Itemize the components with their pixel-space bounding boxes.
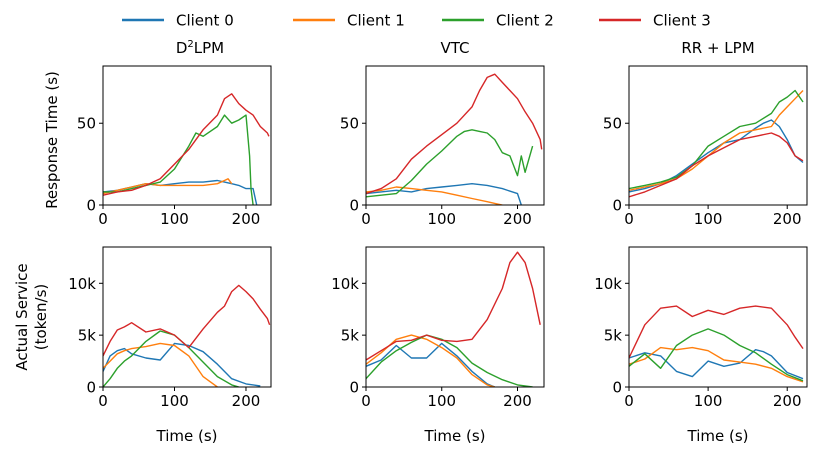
- legend-label: Client 0: [176, 12, 234, 30]
- series-line-client-3: [629, 132, 804, 198]
- x-tick-label: 200: [232, 392, 261, 410]
- y-tick-label: 0: [86, 197, 96, 215]
- series-line-client-2: [103, 330, 239, 387]
- y-tick-label: 5k: [341, 327, 360, 345]
- x-tick-label: 200: [503, 210, 532, 228]
- y-tick-label: 10k: [594, 275, 622, 293]
- x-tick-label: 0: [361, 210, 371, 228]
- y-tick-label: 0: [612, 197, 622, 215]
- x-tick-label: 0: [98, 210, 108, 228]
- axes-frame: [365, 246, 545, 388]
- series-line-client-1: [103, 342, 218, 387]
- series-line-client-0: [629, 349, 804, 380]
- series-line-client-2: [366, 129, 534, 198]
- x-tick-label: 200: [232, 210, 261, 228]
- series-line-client-0: [103, 342, 261, 387]
- y-tick-label: 5k: [78, 327, 97, 345]
- y-tick-label: 50: [77, 115, 96, 133]
- legend-label: Client 3: [653, 12, 711, 30]
- axes-frame: [102, 65, 272, 206]
- x-tick-label: 100: [160, 210, 189, 228]
- series-line-client-0: [366, 342, 496, 387]
- panel-D2LPM-service: 0 100 200 0 5k 10k Time (s): [68, 246, 272, 445]
- panel-VTC-service: 0 100 200 0 5k 10k Time (s): [331, 246, 545, 445]
- series-line-client-1: [629, 90, 804, 191]
- x-tick-label: 100: [694, 392, 723, 410]
- y-tick-label: 0: [349, 197, 359, 215]
- legend-item-2: Client 2: [442, 12, 554, 30]
- series-line-client-3: [103, 284, 271, 357]
- series-group: [629, 305, 804, 383]
- x-axis-label: Time (s): [687, 427, 749, 445]
- y-tick-label: 5k: [604, 327, 623, 345]
- series-line-client-0: [366, 182, 522, 205]
- series-group: [366, 251, 541, 387]
- x-tick-label: 0: [361, 392, 371, 410]
- y-tick-label: 0: [349, 379, 359, 397]
- series-line-client-3: [366, 251, 541, 361]
- series-line-client-0: [103, 179, 258, 205]
- series-group: [629, 89, 804, 198]
- series-line-client-1: [103, 178, 233, 195]
- series-line-client-1: [629, 346, 804, 383]
- series-line-client-3: [103, 93, 270, 196]
- x-axis-label: Time (s): [156, 427, 218, 445]
- axes-frame: [628, 65, 808, 206]
- series-line-client-2: [629, 89, 804, 190]
- y-tick-label: 0: [612, 379, 622, 397]
- legend-item-1: Client 1: [293, 12, 405, 30]
- series-line-client-1: [366, 334, 495, 387]
- legend: Client 0 Client 1 Client 2 Client 3: [122, 12, 711, 30]
- x-tick-label: 200: [773, 392, 802, 410]
- x-tick-label: 200: [773, 210, 802, 228]
- panel-title: RR + LPM: [681, 39, 754, 57]
- panel-RRLPM-service: 0 100 200 0 5k 10k Time (s): [594, 246, 808, 445]
- y-tick-label: 10k: [68, 275, 96, 293]
- panel-D2LPM-response: 0 100 200 0 50 D2LPM: [77, 39, 272, 228]
- y-tick-label: 10k: [331, 275, 359, 293]
- y-tick-label: 0: [86, 379, 96, 397]
- x-tick-label: 100: [427, 210, 456, 228]
- x-tick-label: 0: [98, 392, 108, 410]
- row-label-response-time: Response Time (s): [43, 71, 61, 209]
- y-tick-label: 50: [340, 115, 359, 133]
- panel-title: D2LPM: [176, 39, 224, 57]
- x-tick-label: 100: [694, 210, 723, 228]
- legend-item-3: Client 3: [599, 12, 711, 30]
- panel-title: VTC: [440, 39, 469, 57]
- x-tick-label: 200: [503, 392, 532, 410]
- x-tick-label: 0: [624, 392, 634, 410]
- x-tick-label: 100: [427, 392, 456, 410]
- panels: 0 100 200 0 50 D2LPM 0 100 200 0 50 VTC 0 100 200 0 50 RR…: [68, 39, 808, 445]
- x-axis-label: Time (s): [424, 427, 486, 445]
- row-label-actual-service: Actual Service(token/s): [13, 263, 50, 370]
- axes-frame: [102, 246, 272, 388]
- series-group: [366, 73, 543, 205]
- series-line-client-2: [366, 334, 533, 387]
- legend-item-0: Client 0: [122, 12, 234, 30]
- x-tick-label: 0: [624, 210, 634, 228]
- series-line-client-2: [629, 328, 804, 382]
- panel-VTC-response: 0 100 200 0 50 VTC: [340, 39, 545, 228]
- row-labels: Response Time (s) Actual Service(token/s): [13, 71, 61, 371]
- panel-RRLPM-response: 0 100 200 0 50 RR + LPM: [603, 39, 808, 228]
- series-group: [103, 284, 271, 387]
- series-line-client-3: [366, 73, 543, 195]
- series-group: [103, 93, 270, 205]
- y-tick-label: 50: [603, 115, 622, 133]
- axes-frame: [365, 65, 545, 206]
- series-line-client-3: [629, 305, 804, 359]
- legend-label: Client 1: [347, 12, 405, 30]
- x-tick-label: 100: [160, 392, 189, 410]
- series-line-client-1: [366, 186, 503, 205]
- axes-frame: [628, 246, 808, 388]
- series-line-client-0: [629, 119, 804, 193]
- legend-label: Client 2: [496, 12, 554, 30]
